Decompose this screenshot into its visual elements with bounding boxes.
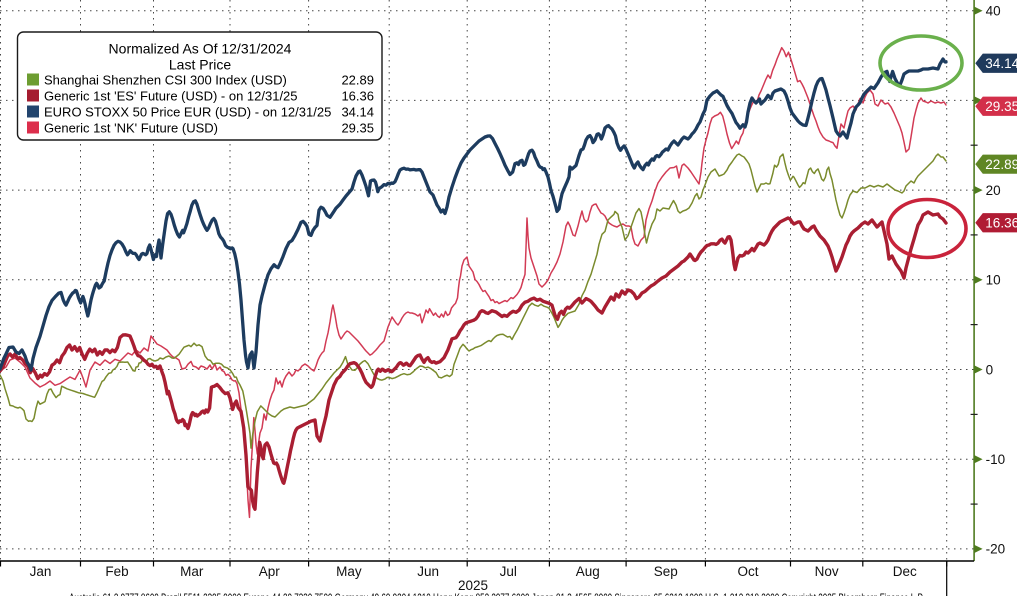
svg-text:Mar: Mar (180, 564, 204, 579)
svg-text:Jul: Jul (500, 564, 517, 579)
svg-text:Nov: Nov (815, 564, 839, 579)
svg-text:-20: -20 (986, 542, 1006, 557)
svg-text:29.35: 29.35 (985, 99, 1017, 114)
svg-text:22.89: 22.89 (985, 157, 1017, 172)
svg-text:22.89: 22.89 (341, 73, 374, 88)
svg-text:29.35: 29.35 (341, 121, 374, 136)
svg-text:Sep: Sep (654, 564, 678, 579)
svg-text:-10: -10 (986, 452, 1006, 467)
svg-text:Jan: Jan (30, 564, 52, 579)
svg-text:2025: 2025 (458, 578, 488, 593)
svg-text:Feb: Feb (105, 564, 128, 579)
svg-text:Dec: Dec (893, 564, 917, 579)
svg-text:Oct: Oct (737, 564, 758, 579)
svg-text:EURO STOXX 50 Price EUR (USD): EURO STOXX 50 Price EUR (USD) - on 12/31… (44, 105, 331, 120)
svg-text:34.14: 34.14 (341, 105, 374, 120)
svg-text:10: 10 (986, 273, 1001, 288)
svg-text:Shanghai Shenzhen CSI 300 Inde: Shanghai Shenzhen CSI 300 Index (USD) (44, 73, 287, 88)
svg-text:Jun: Jun (417, 564, 439, 579)
svg-text:Normalized As Of 12/31/2024: Normalized As Of 12/31/2024 (109, 41, 292, 57)
svg-text:Generic 1st 'ES' Future (USD): Generic 1st 'ES' Future (USD) - on 12/31… (44, 89, 298, 104)
svg-text:Generic 1st 'NK' Future (USD): Generic 1st 'NK' Future (USD) (44, 121, 218, 136)
svg-text:Aug: Aug (576, 564, 600, 579)
svg-text:Apr: Apr (259, 564, 281, 579)
svg-text:0: 0 (986, 362, 994, 377)
svg-text:40: 40 (986, 4, 1001, 19)
svg-text:34.14: 34.14 (985, 56, 1017, 71)
svg-text:16.36: 16.36 (985, 216, 1017, 231)
svg-text:16.36: 16.36 (341, 89, 374, 104)
svg-text:Last Price: Last Price (169, 57, 231, 73)
svg-text:20: 20 (986, 183, 1001, 198)
svg-text:May: May (336, 564, 362, 579)
